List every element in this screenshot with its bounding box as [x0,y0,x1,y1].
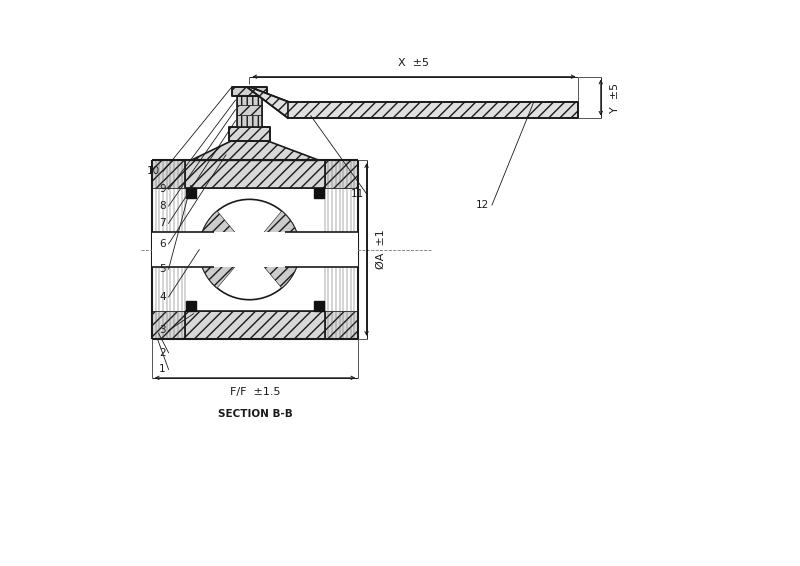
Text: X  ±5: X ±5 [398,58,430,68]
Text: ØA  ±1: ØA ±1 [375,230,386,269]
Polygon shape [250,211,300,288]
Bar [152,160,186,188]
Text: 1: 1 [159,365,166,375]
Text: SECTION B-B: SECTION B-B [218,409,292,419]
Text: Y  ±5: Y ±5 [610,83,620,113]
Bar [152,311,186,339]
Text: 7: 7 [159,218,166,228]
Circle shape [199,199,300,300]
Bar [314,188,323,198]
Polygon shape [199,211,250,288]
Bar [186,188,325,311]
Bar [289,102,578,118]
Polygon shape [247,87,289,118]
Text: 10: 10 [147,166,160,177]
Bar [186,301,197,311]
Text: 3: 3 [159,325,166,336]
Bar [186,160,325,188]
Bar [237,96,262,105]
Text: F/F  ±1.5: F/F ±1.5 [230,387,280,397]
Text: 8: 8 [159,201,166,211]
Text: 9: 9 [159,185,166,194]
Bar [325,311,358,339]
Text: 2: 2 [159,348,166,358]
Text: 11: 11 [350,189,364,199]
Bar [325,160,358,188]
Bar [152,231,358,267]
Bar [237,105,262,114]
Text: 12: 12 [476,200,490,210]
Bar [186,188,197,198]
Text: 4: 4 [159,292,166,302]
Bar [237,114,262,127]
Text: 6: 6 [159,239,166,249]
Bar [314,301,323,311]
Bar [186,311,325,339]
Text: 5: 5 [159,264,166,274]
Polygon shape [191,141,319,160]
Bar [229,127,270,141]
Bar [231,87,267,96]
